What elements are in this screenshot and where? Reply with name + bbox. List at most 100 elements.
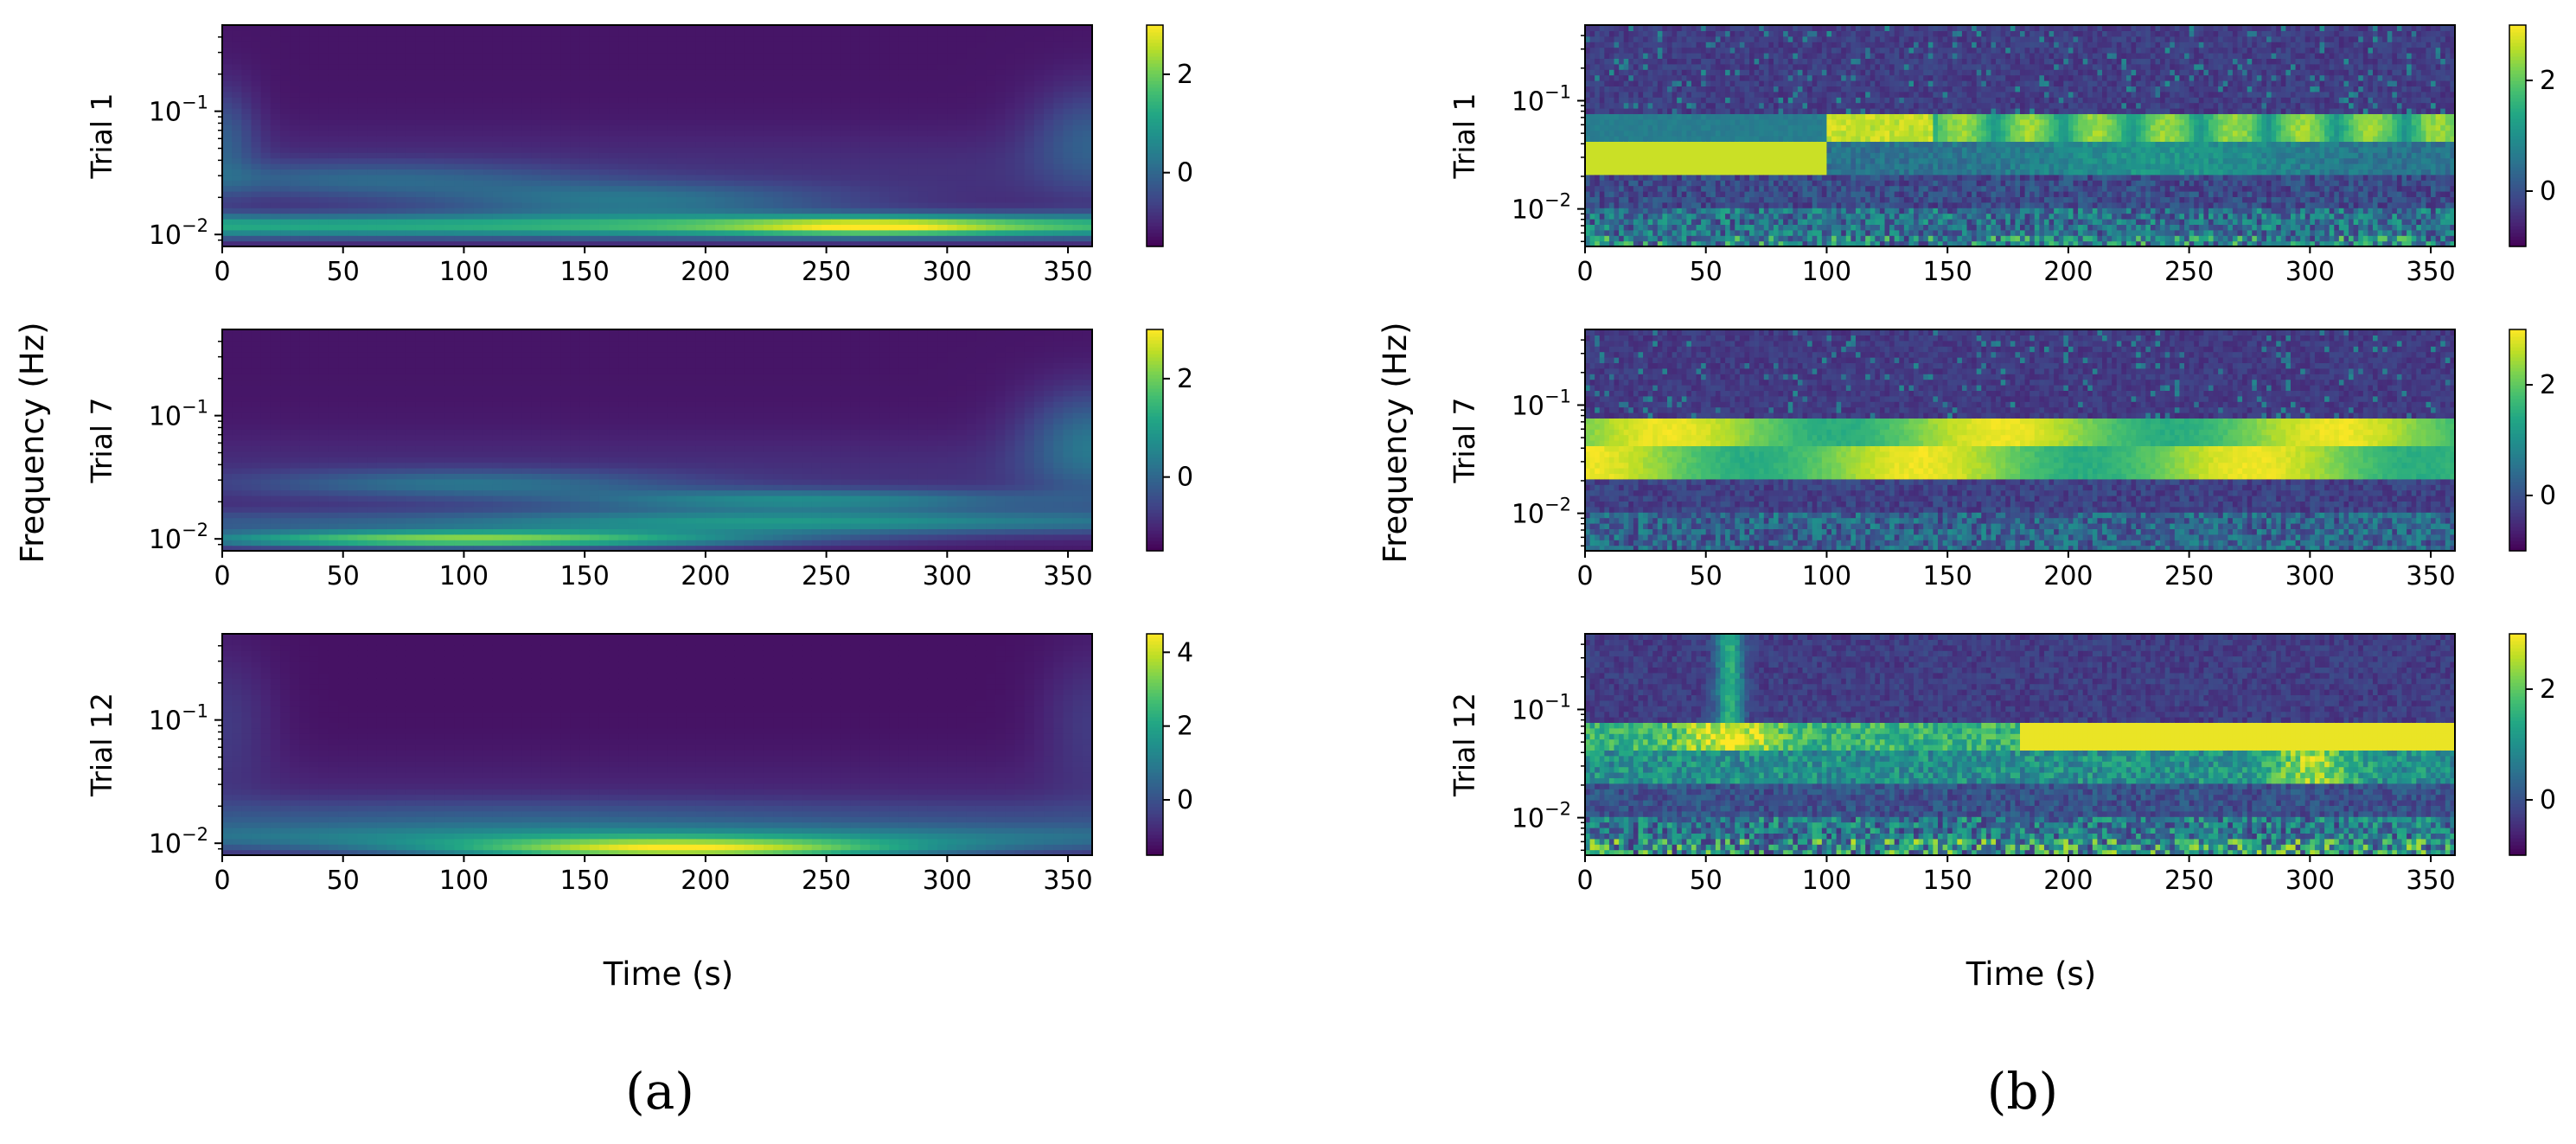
heatmap-cell (918, 30, 929, 36)
heatmap-cell (329, 418, 339, 424)
heatmap-cell (512, 202, 522, 208)
heatmap-cell (648, 175, 658, 181)
heatmap-cell (648, 180, 658, 186)
heatmap-cell (1015, 42, 1026, 48)
heatmap-cell (252, 103, 262, 109)
heatmap-cell (976, 230, 987, 236)
heatmap-cell (463, 97, 474, 103)
heatmap-cell (773, 186, 783, 192)
heatmap-cell (241, 180, 252, 186)
heatmap-cell (271, 463, 281, 469)
heatmap-cell (357, 224, 368, 230)
heatmap-cell (348, 501, 358, 507)
heatmap-cell (261, 196, 272, 202)
heatmap-cell (812, 152, 822, 158)
heatmap-cell (522, 202, 533, 208)
heatmap-cell (483, 451, 494, 457)
heatmap-cell (483, 113, 494, 119)
heatmap-cell (918, 113, 929, 119)
heatmap-cell (377, 119, 387, 125)
heatmap-cell (909, 147, 919, 153)
heatmap-cell (976, 214, 987, 220)
heatmap-cell (967, 97, 977, 103)
heatmap-cell (851, 30, 861, 36)
heatmap-cell (725, 208, 735, 214)
heatmap-cell (338, 69, 348, 75)
heatmap-cell (831, 147, 841, 153)
heatmap-cell (745, 186, 755, 192)
heatmap-cell (957, 136, 968, 142)
heatmap-cell (812, 69, 822, 75)
heatmap-cell (889, 42, 899, 48)
heatmap-cell (463, 103, 474, 109)
colorbar-step (1147, 98, 1163, 102)
heatmap-cell (706, 219, 716, 225)
heatmap-cell (280, 53, 291, 59)
heatmap-cell (802, 191, 813, 197)
heatmap-cell (252, 490, 262, 496)
heatmap-cell (851, 214, 861, 220)
heatmap-cell (483, 507, 494, 513)
heatmap-cell (609, 163, 619, 169)
heatmap-cell (967, 158, 977, 164)
heatmap-cell (821, 113, 832, 119)
heatmap-cell (512, 108, 522, 114)
heatmap-cell (638, 196, 649, 202)
heatmap-cell (252, 58, 262, 64)
heatmap-cell (357, 484, 368, 490)
heatmap-cell (551, 30, 561, 36)
heatmap-cell (764, 235, 774, 241)
heatmap-cell (541, 80, 552, 86)
heatmap-cell (879, 136, 890, 142)
heatmap-cell (310, 158, 320, 164)
heatmap-cell (222, 528, 233, 534)
heatmap-cell (425, 374, 436, 380)
heatmap-cell (329, 523, 339, 529)
heatmap-cell (599, 125, 610, 131)
heatmap-cell (454, 424, 464, 430)
heatmap-cell (1063, 36, 1073, 42)
heatmap-cell (310, 169, 320, 175)
heatmap-cell (416, 214, 426, 220)
heatmap-cell (368, 463, 378, 469)
heatmap-cell (512, 357, 522, 363)
heatmap-cell (909, 224, 919, 230)
heatmap-cell (696, 191, 706, 197)
heatmap-cell (454, 169, 464, 175)
heatmap-cell (338, 25, 348, 31)
heatmap-cell (463, 335, 474, 341)
heatmap-cell (329, 180, 339, 186)
heatmap-cell (909, 103, 919, 109)
heatmap-cell (1053, 235, 1064, 241)
heatmap-cell (754, 113, 764, 119)
heatmap-cell (773, 158, 783, 164)
heatmap-cell (532, 473, 542, 479)
heatmap-cell (310, 523, 320, 529)
heatmap-cell (425, 528, 436, 534)
heatmap-cell (821, 103, 832, 109)
heatmap-cell (657, 113, 668, 119)
heatmap-cell (483, 374, 494, 380)
heatmap-cell (995, 141, 1006, 147)
heatmap-cell (232, 374, 242, 380)
heatmap-cell (493, 418, 503, 424)
heatmap-cell (357, 451, 368, 457)
heatmap-cell (1063, 136, 1073, 142)
heatmap-cell (502, 523, 513, 529)
heatmap-cell (783, 158, 793, 164)
heatmap-cell (870, 191, 880, 197)
heatmap-cell (792, 235, 802, 241)
heatmap-cell (338, 335, 348, 341)
heatmap-cell (299, 374, 310, 380)
heatmap-cell (898, 141, 909, 147)
heatmap-cell (687, 92, 697, 98)
heatmap-cell (319, 48, 329, 54)
heatmap-cell (1044, 48, 1054, 54)
heatmap-cell (512, 191, 522, 197)
heatmap-cell (454, 380, 464, 386)
heatmap-cell (551, 108, 561, 114)
heatmap-cell (454, 329, 464, 336)
heatmap-cell (387, 357, 397, 363)
heatmap-cell (909, 131, 919, 137)
heatmap-cell (232, 407, 242, 413)
